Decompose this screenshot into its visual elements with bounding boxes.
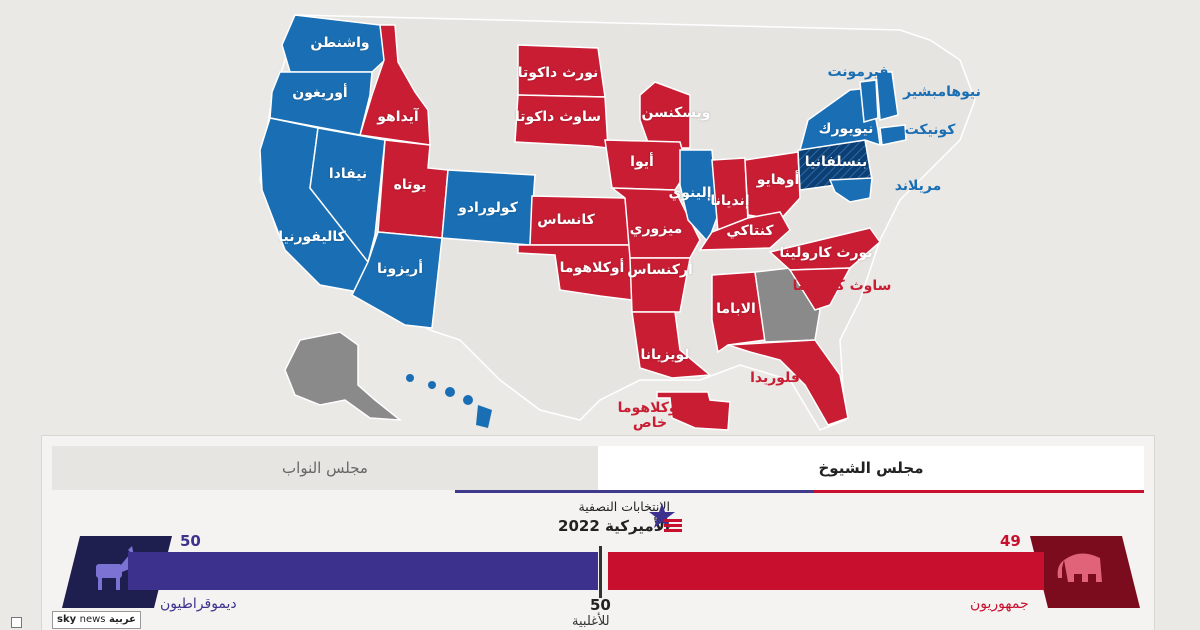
- senate-republican-bar: [608, 552, 1044, 590]
- label-south-dakota: ساوث داكوتا: [514, 109, 602, 125]
- label-missouri: ميزوري: [629, 221, 683, 237]
- corner-checkbox[interactable]: [11, 617, 22, 628]
- state-arkansas[interactable]: [629, 257, 691, 313]
- democrat-label: ديموقراطيون: [160, 596, 237, 612]
- republican-seat-count: 49: [1000, 532, 1021, 550]
- us-senate-map: واشنطن أوريغون آيداهو كاليفورنيا نيفادا …: [259, 14, 981, 431]
- label-utah: يوتاه: [393, 177, 427, 193]
- democrat-seat-count: 50: [180, 532, 201, 550]
- label-kansas: كانساس: [537, 212, 595, 228]
- majority-number: 50: [590, 596, 611, 614]
- state-kentucky[interactable]: [698, 211, 791, 251]
- label-pennsylvania: بنسلفانيا: [804, 154, 868, 170]
- label-north-carolina: نورث كارولينا: [779, 245, 873, 261]
- arabia-text: عربية: [108, 614, 136, 625]
- state-vermont[interactable]: [859, 79, 879, 123]
- label-california: كاليفورنيا: [278, 229, 346, 245]
- tab-house[interactable]: مجلس النواب: [52, 446, 598, 490]
- state-wisconsin[interactable]: [639, 81, 691, 149]
- state-north-carolina[interactable]: [768, 227, 882, 271]
- news-text: news: [79, 614, 106, 625]
- state-new-hampshire[interactable]: [875, 71, 899, 121]
- elephant-icon: [1030, 536, 1140, 608]
- state-oklahoma-special[interactable]: [656, 391, 731, 431]
- sky-text: sky: [57, 614, 77, 625]
- election-title: الانتخابات النصفية الأميركية 2022: [530, 499, 682, 539]
- label-nevada: نيفادا: [328, 166, 368, 182]
- state-connecticut[interactable]: [879, 124, 907, 146]
- label-maryland: مريلاند: [894, 178, 942, 194]
- senate-democrat-bar: [128, 552, 598, 590]
- state-hawaii[interactable]: [406, 374, 492, 428]
- state-maryland[interactable]: [828, 177, 873, 203]
- state-south-dakota[interactable]: [514, 94, 609, 149]
- state-new-york[interactable]: [798, 87, 881, 151]
- label-arizona: أريزونا: [376, 261, 424, 277]
- label-north-dakota: نورث داكوتا: [517, 65, 599, 81]
- label-wisconsin: ويسكنسن: [641, 105, 711, 121]
- tab-senate[interactable]: مجلس الشيوخ: [598, 446, 1144, 490]
- state-georgia[interactable]: [754, 267, 821, 343]
- label-alabama: الاباما: [716, 301, 756, 317]
- label-illinois: إلينوي: [668, 185, 712, 201]
- label-oregon: أوريغون: [292, 85, 348, 101]
- label-iowa: أيوا: [630, 154, 654, 170]
- state-florida[interactable]: [727, 339, 849, 426]
- label-connecticut: كونيكت: [904, 122, 956, 138]
- label-oklahoma: أوكلاهوما: [559, 260, 625, 276]
- label-new-hampshire: نيوهامبشير: [903, 84, 981, 100]
- state-alaska[interactable]: [284, 331, 403, 421]
- title-line-2: الأميركية 2022: [558, 517, 670, 535]
- state-ohio[interactable]: [744, 151, 801, 221]
- sky-news-arabia-logo: sky news عربية: [52, 611, 141, 629]
- map-svg: [259, 14, 976, 431]
- label-arkansas: أركنساس: [627, 262, 693, 278]
- label-vermont: فيرمونت: [827, 64, 889, 80]
- republican-label: جمهوريون: [970, 596, 1029, 612]
- majority-marker: [599, 546, 602, 598]
- state-louisiana[interactable]: [631, 311, 712, 379]
- state-nevada[interactable]: [309, 127, 386, 264]
- label-washington: واشنطن: [310, 35, 370, 51]
- tab-active-underline: [455, 490, 1144, 493]
- label-idaho: آيداهو: [377, 109, 419, 125]
- star-flag-icon: [649, 503, 682, 532]
- label-ohio: أوهايو: [756, 172, 800, 188]
- state-idaho[interactable]: [359, 24, 431, 146]
- senate-results-panel: مجلس النواب مجلس الشيوخ الانتخابات النصف…: [42, 436, 1154, 630]
- label-new-york: نيويورك: [818, 121, 874, 137]
- label-oklahoma-special: أوكلاهوما خاص: [617, 400, 683, 431]
- title-line-1: الانتخابات النصفية: [578, 499, 670, 514]
- label-south-carolina: ساوث كارولينا: [792, 278, 892, 294]
- majority-label: للأغلبية: [572, 614, 610, 629]
- label-louisiana: لويزيانا: [640, 347, 690, 363]
- label-colorado: كولورادو: [458, 200, 518, 216]
- label-kentucky: كنتاكي: [726, 223, 774, 239]
- label-florida: فلوريدا: [750, 370, 800, 386]
- label-indiana: إنديانا: [710, 193, 750, 209]
- state-south-carolina[interactable]: [788, 267, 852, 311]
